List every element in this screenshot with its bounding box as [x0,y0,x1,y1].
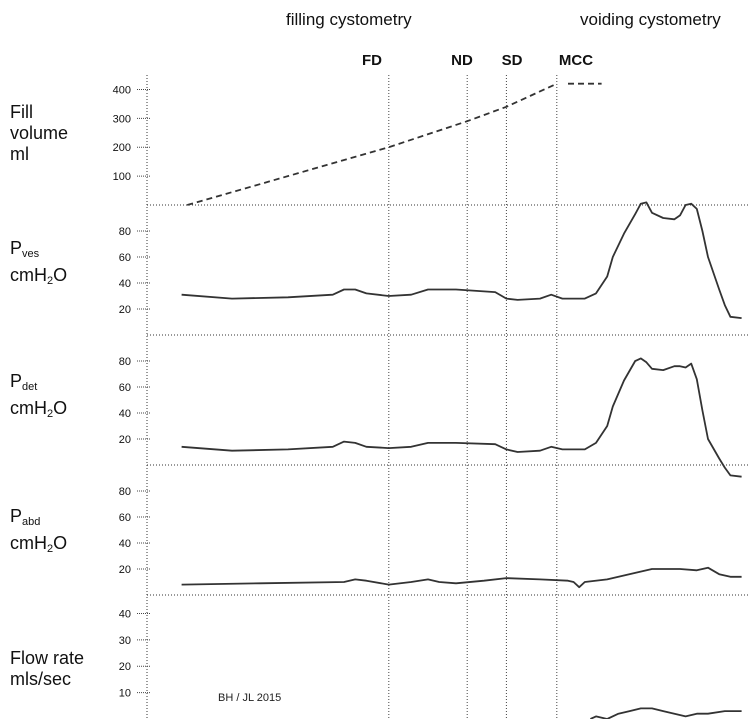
tick-label-flow-10: 10 [119,688,131,700]
pabd-label-unit: cmH2O [10,533,68,555]
tick-label-pabd-40: 40 [119,538,131,550]
event-label-mcc: MCC [558,52,594,69]
tick-label-flow-30: 30 [119,635,131,647]
trace-line-pabd [181,566,742,589]
pves-label-main: P [10,238,23,258]
pabd-label-sub: abd [22,516,41,528]
fill-label-main: Fill [10,102,33,122]
tick-label-flow-20: 20 [119,661,131,673]
pabd-label-main: P [10,506,23,526]
tick-label-pdet-80: 80 [119,356,131,368]
tick-label-pves-40: 40 [119,278,131,290]
trace-line-fill-1 [186,82,558,206]
tick-label-pdet-60: 60 [119,382,131,394]
tick-label-pabd-20: 20 [119,564,131,576]
tick-label-pves-20: 20 [119,304,131,316]
tick-label-flow-40: 40 [119,608,131,620]
tick-label-fill-100: 100 [113,171,131,183]
tick-label-pabd-60: 60 [119,512,131,524]
pdet-label-unit: cmH2O [10,398,68,420]
tick-label-fill-400: 400 [113,84,131,96]
tick-label-pdet-20: 20 [119,434,131,446]
fill-label-line-2: ml [10,144,29,164]
pves-label-sub: ves [22,248,40,260]
panel-label-pdet: Pdet cmH2O [10,371,67,425]
panel-label-flow-rate: Flow rate mls/sec [10,648,84,690]
event-label-fd: FD [362,52,382,69]
event-label-nd: ND [451,52,473,69]
pves-label-unit: cmH2O [10,265,68,287]
tick-label-pves-80: 80 [119,226,131,238]
tick-label-pabd-80: 80 [119,486,131,498]
tick-label-fill-300: 300 [113,113,131,125]
pdet-label-main: P [10,371,23,391]
heading-voiding-cystometry: voiding cystometry [580,10,721,29]
tick-label-pves-60: 60 [119,252,131,264]
fill-label-line-1: volume [10,123,69,143]
tick-label-pdet-40: 40 [119,408,131,420]
tick-label-fill-200: 200 [113,142,131,154]
heading-filling-cystometry: filling cystometry [286,10,412,29]
trace-line-flow [590,707,742,719]
trace-line-pdet [181,357,742,478]
panel-label-pabd: Pabd cmH2O [10,506,67,560]
flow-label-main: Flow rate [10,648,85,668]
trace-line-pves [181,201,742,319]
credit-text: BH / JL 2015 [218,692,282,704]
pdet-label-sub: det [22,381,38,393]
panel-label-fill-volume: Fill volume ml [10,102,68,165]
flow-label-line-1: mls/sec [10,669,72,689]
event-label-sd: SD [501,52,523,69]
panel-label-pves: Pves cmH2O [10,238,67,292]
